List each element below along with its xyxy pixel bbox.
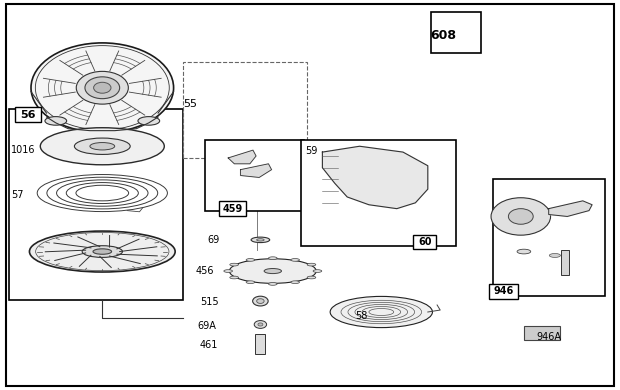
Text: 515: 515 xyxy=(200,297,219,307)
Polygon shape xyxy=(322,146,428,209)
Bar xyxy=(431,12,480,53)
Ellipse shape xyxy=(307,263,316,266)
Text: 946A: 946A xyxy=(536,332,561,342)
Text: 461: 461 xyxy=(200,340,218,350)
Ellipse shape xyxy=(30,231,175,272)
Bar xyxy=(15,107,41,122)
Ellipse shape xyxy=(251,237,270,243)
Ellipse shape xyxy=(268,257,277,260)
Text: 55: 55 xyxy=(183,99,197,109)
Text: 69A: 69A xyxy=(197,321,216,331)
Ellipse shape xyxy=(93,249,112,254)
Text: 60: 60 xyxy=(418,237,432,247)
Text: 57: 57 xyxy=(11,190,24,200)
Bar xyxy=(183,62,307,158)
Ellipse shape xyxy=(253,296,268,306)
Text: 56: 56 xyxy=(20,110,35,120)
Polygon shape xyxy=(228,150,256,164)
Circle shape xyxy=(31,43,174,133)
Ellipse shape xyxy=(230,276,239,279)
Ellipse shape xyxy=(45,117,67,125)
Bar xyxy=(301,140,456,246)
Ellipse shape xyxy=(90,142,115,150)
Ellipse shape xyxy=(74,138,130,154)
Ellipse shape xyxy=(517,249,531,254)
Bar xyxy=(493,179,604,296)
Bar xyxy=(219,201,246,216)
Bar xyxy=(205,140,304,211)
Ellipse shape xyxy=(307,276,316,279)
Text: 946: 946 xyxy=(494,286,513,296)
Circle shape xyxy=(94,82,111,93)
Text: 69: 69 xyxy=(208,235,220,245)
Ellipse shape xyxy=(549,254,560,257)
Ellipse shape xyxy=(230,263,239,266)
Text: 1016: 1016 xyxy=(11,145,36,155)
Circle shape xyxy=(85,77,120,99)
Text: 456: 456 xyxy=(195,266,214,276)
Polygon shape xyxy=(241,164,272,177)
Ellipse shape xyxy=(229,259,316,283)
Ellipse shape xyxy=(313,270,322,272)
Ellipse shape xyxy=(268,282,277,285)
Ellipse shape xyxy=(246,259,255,261)
Polygon shape xyxy=(549,201,592,216)
Text: 58: 58 xyxy=(355,311,368,321)
Circle shape xyxy=(76,71,128,104)
Ellipse shape xyxy=(257,239,264,241)
Ellipse shape xyxy=(257,299,264,303)
Circle shape xyxy=(491,198,551,235)
Ellipse shape xyxy=(138,117,159,125)
Ellipse shape xyxy=(224,270,232,272)
Ellipse shape xyxy=(264,268,281,274)
Bar xyxy=(561,250,569,275)
Bar xyxy=(413,235,436,249)
Bar xyxy=(9,109,183,300)
Bar xyxy=(524,326,560,340)
Ellipse shape xyxy=(291,281,299,284)
Ellipse shape xyxy=(330,296,433,328)
Ellipse shape xyxy=(366,162,397,193)
Bar xyxy=(489,284,518,299)
Text: eReplacementParts.com: eReplacementParts.com xyxy=(186,182,322,192)
Bar xyxy=(255,334,265,354)
Text: 608: 608 xyxy=(430,28,456,42)
Ellipse shape xyxy=(258,323,263,326)
Text: 59: 59 xyxy=(306,146,318,156)
Ellipse shape xyxy=(291,259,299,261)
Text: 459: 459 xyxy=(223,204,242,214)
Ellipse shape xyxy=(246,281,255,284)
Ellipse shape xyxy=(254,321,267,328)
Ellipse shape xyxy=(82,246,123,257)
Ellipse shape xyxy=(40,128,164,165)
Circle shape xyxy=(508,209,533,224)
